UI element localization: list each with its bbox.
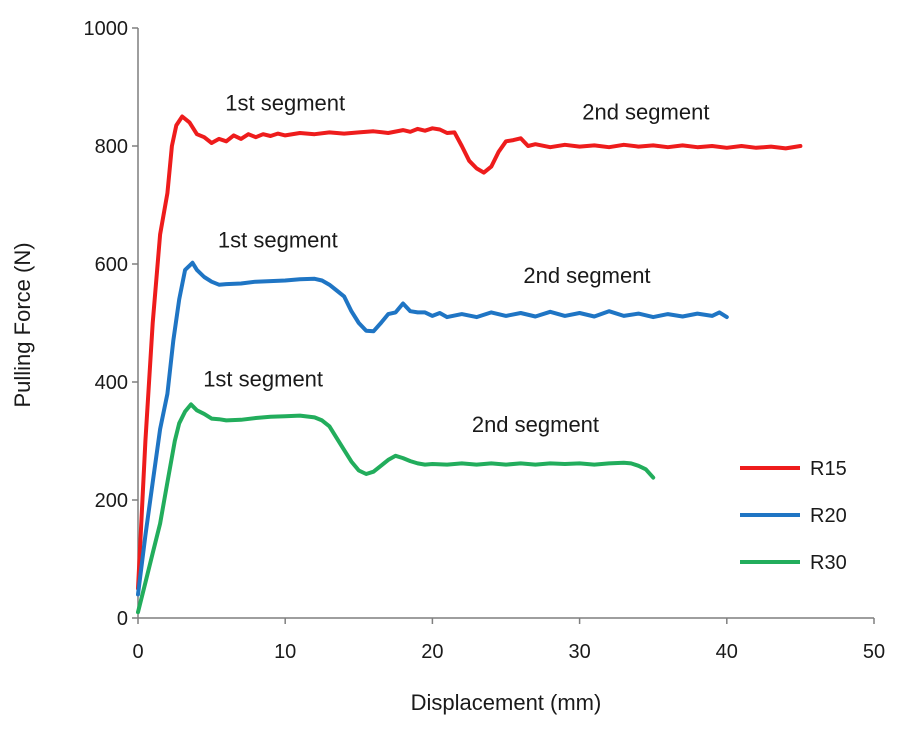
annotation-label: 1st segment [225, 91, 345, 116]
series-layer [136, 114, 803, 615]
axes: 0 200 400 600 800 1000 0 10 20 30 40 50 [84, 18, 886, 663]
y-tick-label: 1000 [84, 18, 129, 40]
y-tick-label: 600 [95, 254, 128, 276]
annotation-label: 1st segment [218, 227, 338, 252]
annotation-layer: 1st segment 2nd segment 1st segment 2nd seg… [203, 91, 709, 438]
x-tick-label: 40 [716, 641, 738, 663]
y-axis-label: Pulling Force (N) [10, 242, 35, 407]
x-tick-label: 10 [274, 641, 296, 663]
y-tick-label: 200 [95, 490, 128, 512]
x-axis-label: Displacement (mm) [411, 690, 602, 715]
y-tick-label: 400 [95, 372, 128, 394]
series-line-r15 [136, 114, 803, 591]
x-tick-label: 20 [421, 641, 443, 663]
legend: R15 R20 R30 [740, 458, 847, 574]
legend-label-r20: R20 [810, 505, 847, 527]
legend-label-r15: R15 [810, 458, 847, 480]
annotation-label: 2nd segment [582, 99, 709, 124]
y-tick-label: 0 [117, 608, 128, 630]
y-tick-label: 800 [95, 136, 128, 158]
annotation-label: 1st segment [203, 367, 323, 392]
x-tick-label: 50 [863, 641, 885, 663]
series-line-r20 [136, 260, 729, 597]
legend-label-r30: R30 [810, 552, 847, 574]
annotation-label: 2nd segment [472, 412, 599, 437]
annotation-label: 2nd segment [523, 263, 650, 288]
x-tick-label: 30 [568, 641, 590, 663]
x-tick-label: 0 [132, 641, 143, 663]
series-line-r30 [136, 402, 656, 615]
